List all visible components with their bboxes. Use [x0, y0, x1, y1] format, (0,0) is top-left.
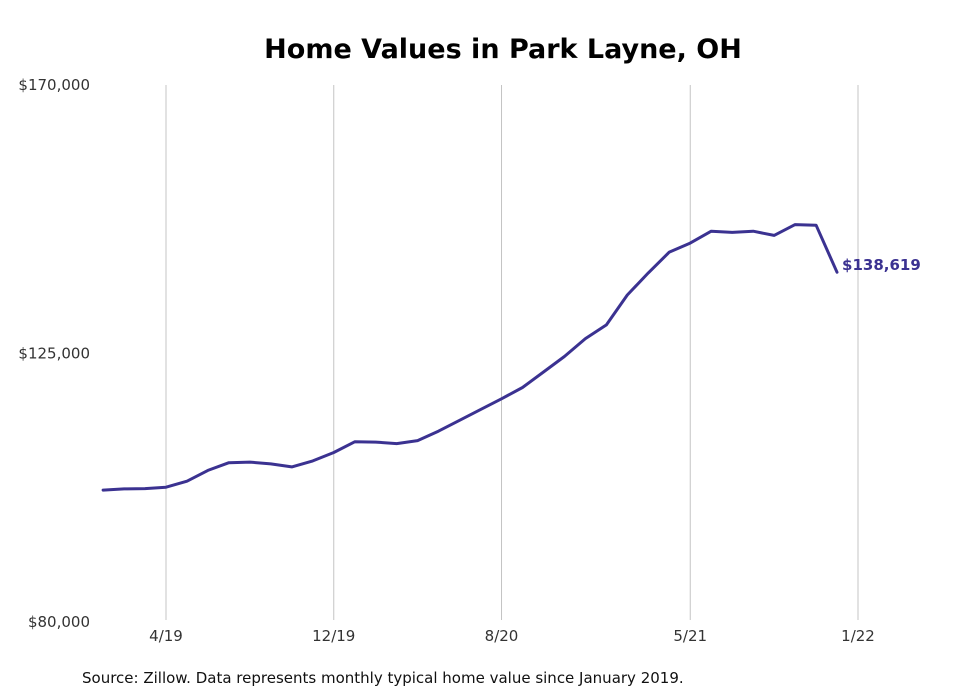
gridlines — [165, 85, 859, 620]
data-point — [165, 486, 168, 489]
source-note: Source: Zillow. Data represents monthly … — [82, 669, 684, 687]
data-point — [311, 459, 314, 462]
data-point — [374, 441, 377, 444]
data-point — [521, 386, 524, 389]
x-tick-label: 12/19 — [312, 627, 355, 645]
data-point — [353, 440, 356, 443]
data-point — [542, 371, 545, 374]
data-point — [332, 451, 335, 454]
y-tick-label: $125,000 — [18, 345, 90, 363]
x-tick-label: 5/21 — [673, 627, 707, 645]
x-tick-label: 8/20 — [485, 627, 519, 645]
data-point — [647, 271, 650, 274]
data-point — [500, 397, 503, 400]
data-point — [144, 487, 147, 490]
data-point — [815, 224, 818, 227]
data-point — [395, 442, 398, 445]
series-line — [101, 223, 839, 492]
x-axis: 4/19 12/19 8/20 5/21 1/22 — [149, 627, 875, 645]
data-point — [794, 223, 797, 226]
data-point — [479, 408, 482, 411]
data-point — [605, 323, 608, 326]
y-tick-label: $80,000 — [28, 613, 90, 631]
x-tick-label: 4/19 — [149, 627, 183, 645]
data-point — [773, 234, 776, 237]
data-point — [416, 439, 419, 442]
data-point — [248, 461, 251, 464]
data-point — [584, 337, 587, 340]
data-point — [563, 355, 566, 358]
data-point — [668, 251, 671, 254]
data-point — [836, 271, 839, 274]
y-tick-label: $170,000 — [18, 76, 90, 94]
data-point — [102, 489, 105, 492]
data-point — [186, 480, 189, 483]
data-point — [752, 230, 755, 233]
y-axis: $170,000 $125,000 $80,000 — [18, 76, 90, 631]
data-point — [290, 465, 293, 468]
data-point — [123, 487, 126, 490]
data-point — [437, 430, 440, 433]
data-point — [269, 462, 272, 465]
data-point — [206, 469, 209, 472]
data-point — [710, 230, 713, 233]
end-value-label: $138,619 — [842, 256, 921, 274]
data-point — [227, 461, 230, 464]
data-point — [689, 242, 692, 245]
data-point — [458, 419, 461, 422]
x-tick-label: 1/22 — [841, 627, 875, 645]
series-layer: $138,619 — [101, 223, 921, 492]
chart-title: Home Values in Park Layne, OH — [264, 34, 742, 65]
data-point — [626, 294, 629, 297]
data-point — [731, 231, 734, 234]
